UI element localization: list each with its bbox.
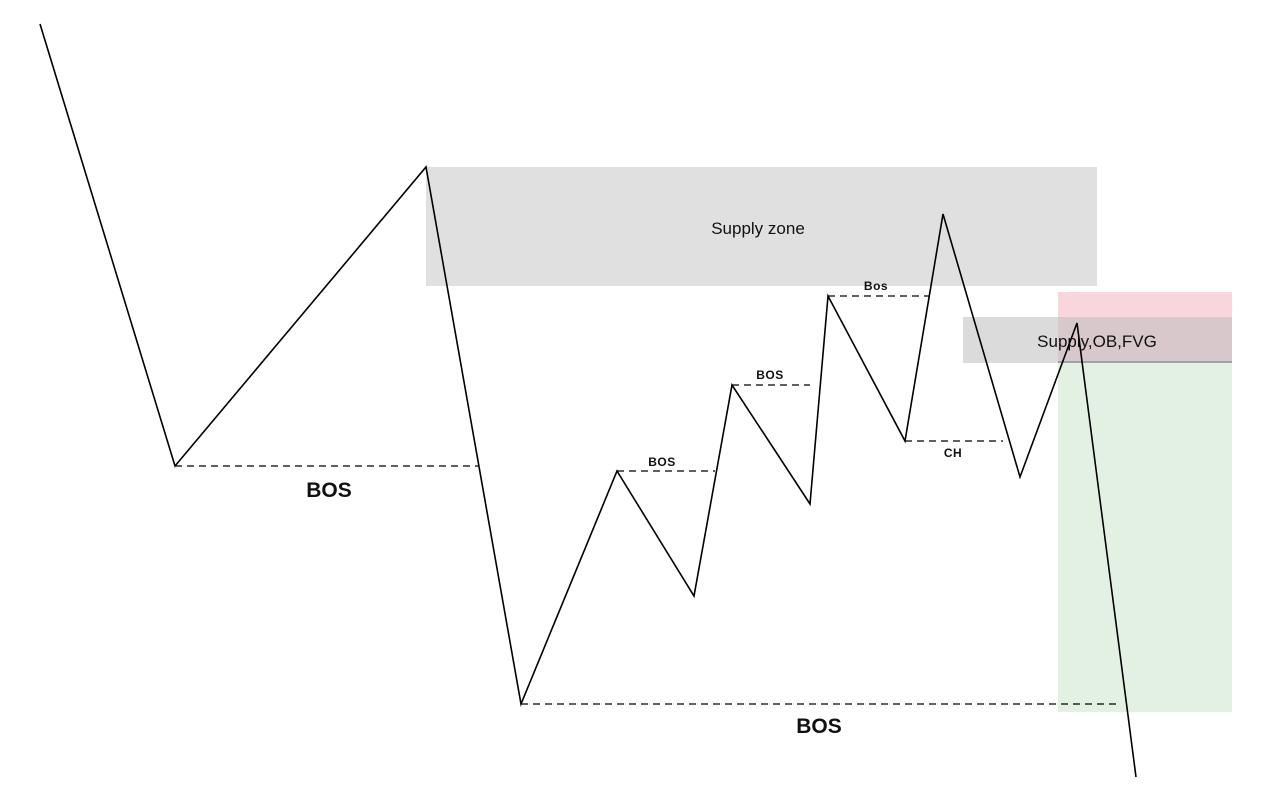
bos-label-bottom: BOS (796, 715, 842, 738)
choch-label: CH (944, 446, 962, 460)
bos-label-left: BOS (306, 479, 352, 502)
bos-label-1: BOS (648, 455, 676, 469)
entry-zone-label: Supply,OB,FVG (1037, 332, 1157, 351)
take-profit-zone (1058, 362, 1232, 712)
supply-zone-label: Supply zone (711, 219, 805, 238)
supply-zone-box (426, 167, 1097, 286)
entry-zone-box (963, 317, 1232, 363)
bos-label-3: Bos (864, 279, 888, 293)
bos-label-2: BOS (756, 368, 784, 382)
price-path (39, 23, 1137, 778)
